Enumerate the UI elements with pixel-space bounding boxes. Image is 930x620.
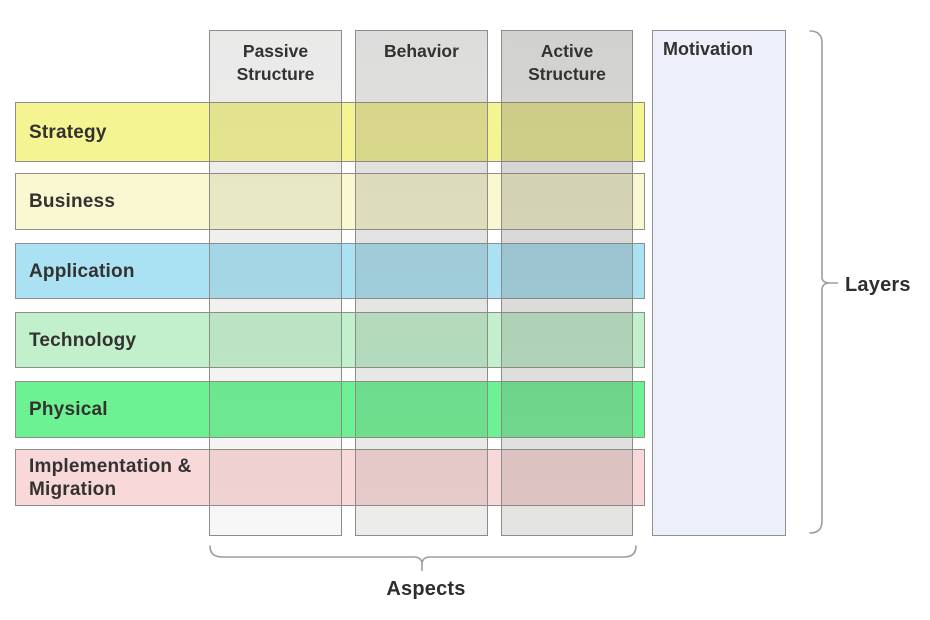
layer-label-application: Application — [29, 260, 135, 282]
layer-row-implementation-migration: Implementation & Migration — [15, 449, 645, 506]
layer-row-physical: Physical — [15, 381, 645, 438]
layers-annotation: Layers — [845, 274, 911, 296]
aspect-column-behavior: Behavior — [355, 30, 488, 536]
layer-row-technology: Technology — [15, 312, 645, 368]
aspect-label-active-structure: Active Structure — [528, 41, 606, 84]
layer-row-business: Business — [15, 173, 645, 230]
layer-label-implementation-migration: Implementation & Migration — [29, 455, 192, 500]
aspect-column-active-structure: Active Structure — [501, 30, 633, 536]
layer-label-business: Business — [29, 191, 116, 212]
layer-label-physical: Physical — [29, 399, 108, 420]
motivation-label: Motivation — [663, 39, 753, 59]
motivation-column: Motivation — [652, 30, 786, 536]
layer-label-technology: Technology — [29, 329, 137, 351]
layer-row-strategy: Strategy — [15, 102, 645, 162]
aspects-annotation: Aspects — [386, 578, 466, 600]
layers-brace — [809, 30, 838, 534]
layer-label-strategy: Strategy — [29, 121, 107, 143]
aspect-label-behavior: Behavior — [384, 41, 459, 61]
aspect-column-passive-structure: Passive Structure — [209, 30, 342, 536]
layer-row-application: Application — [15, 243, 645, 299]
aspect-label-passive-structure: Passive Structure — [236, 41, 315, 84]
aspects-brace — [209, 545, 637, 571]
